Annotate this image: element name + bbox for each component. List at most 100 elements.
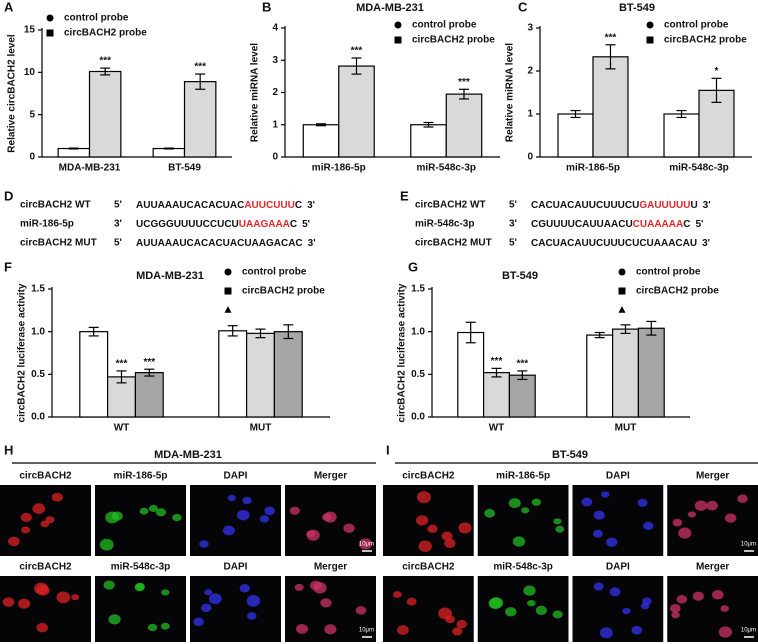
cell bbox=[737, 494, 748, 503]
cell bbox=[687, 511, 697, 518]
image-label: DAPI bbox=[224, 562, 248, 573]
x-tick-label: WT bbox=[114, 423, 130, 434]
bar bbox=[106, 376, 136, 418]
bar bbox=[410, 124, 447, 158]
bar bbox=[152, 147, 186, 158]
image-label: Merger bbox=[314, 471, 347, 482]
cell bbox=[643, 521, 654, 531]
sequence-part: C bbox=[290, 219, 297, 230]
cell bbox=[531, 498, 541, 506]
legend-label: circBACH2 probe bbox=[636, 286, 719, 297]
cell bbox=[445, 615, 455, 624]
cell bbox=[264, 506, 275, 516]
cell bbox=[259, 515, 270, 523]
cell bbox=[246, 612, 257, 620]
bar bbox=[183, 81, 217, 158]
cell bbox=[609, 587, 621, 597]
sequence-part: C bbox=[683, 219, 690, 230]
cell bbox=[161, 589, 170, 596]
y-tick-label: 0.0 bbox=[31, 412, 45, 423]
sequence-start: 5' bbox=[509, 200, 517, 211]
legend-marker bbox=[394, 21, 402, 29]
cell bbox=[222, 525, 235, 536]
micrograph bbox=[572, 485, 664, 556]
panel-label: F bbox=[4, 259, 12, 274]
error-bar bbox=[116, 370, 127, 384]
scale-label: 10μm bbox=[359, 542, 374, 548]
cell bbox=[32, 503, 46, 514]
error-bar bbox=[227, 325, 238, 337]
cell bbox=[427, 524, 438, 534]
cell bbox=[246, 595, 261, 607]
x-tick-label: BT-549 bbox=[168, 163, 201, 174]
sequence-part: CUAAAAA bbox=[633, 219, 684, 230]
y-tick-label: 0.5 bbox=[411, 369, 425, 380]
panel-title: MDA-MB-231 bbox=[154, 449, 222, 461]
sequence-name: circBACH2 MUT bbox=[415, 238, 492, 249]
bar bbox=[445, 93, 483, 158]
cell bbox=[51, 492, 63, 502]
error-bar bbox=[255, 328, 266, 339]
cell bbox=[324, 624, 337, 635]
sequence-part: UCGGGUUUUCCUCU bbox=[136, 219, 239, 230]
image-label: miR-186-5p bbox=[496, 471, 550, 482]
sequence-part: UAAGAAA bbox=[239, 219, 290, 230]
cell bbox=[552, 610, 563, 619]
image-label: circBACH2 bbox=[402, 471, 455, 482]
significance: *** bbox=[491, 356, 503, 367]
cell bbox=[669, 603, 681, 613]
legend-marker bbox=[618, 287, 626, 295]
cell bbox=[355, 606, 367, 615]
error-bar bbox=[594, 331, 605, 339]
sequence-part: CACUACAUUCUUUCUCUAAACAU bbox=[531, 238, 697, 249]
significance: *** bbox=[116, 359, 128, 370]
image-label: circBACH2 bbox=[402, 562, 455, 573]
image-label: Merger bbox=[314, 562, 347, 573]
cell bbox=[204, 589, 213, 596]
legend-label: control probe bbox=[412, 20, 477, 31]
cell bbox=[2, 597, 15, 607]
y-tick-label: 4 bbox=[272, 23, 278, 34]
legend-label: control probe bbox=[636, 267, 701, 278]
panel-label: B bbox=[262, 0, 271, 14]
bar bbox=[508, 374, 536, 418]
cell bbox=[45, 516, 55, 524]
y-tick-label: 5 bbox=[29, 109, 35, 120]
sequence: UCGGGUUUUCCUCUUAAGAAAC 5' bbox=[136, 219, 310, 230]
cell bbox=[706, 500, 718, 511]
x-tick-label: MDA-MB-231 bbox=[59, 163, 121, 174]
cell bbox=[148, 504, 158, 512]
cell bbox=[20, 512, 32, 522]
cell bbox=[458, 522, 472, 534]
y-tick-label: 1.0 bbox=[411, 326, 425, 337]
significance: * bbox=[715, 66, 719, 77]
cell bbox=[242, 496, 252, 505]
panel-label: D bbox=[4, 188, 13, 203]
legend-marker bbox=[224, 287, 232, 295]
sequence-end: 5' bbox=[695, 219, 703, 230]
error-bar bbox=[283, 324, 294, 340]
error-bar bbox=[144, 368, 155, 377]
y-tick-label: 0 bbox=[29, 152, 35, 163]
sequence-start: 3' bbox=[509, 219, 517, 230]
cell bbox=[99, 538, 114, 551]
cell bbox=[456, 619, 467, 629]
scale-label: 10μm bbox=[741, 628, 756, 634]
significance: *** bbox=[194, 62, 206, 73]
y-tick-label: 15 bbox=[24, 25, 36, 36]
image-label: DAPI bbox=[606, 471, 630, 482]
cell bbox=[671, 611, 680, 619]
cell bbox=[521, 507, 530, 514]
bar bbox=[88, 70, 122, 158]
cell bbox=[599, 627, 613, 639]
error-bar bbox=[620, 324, 631, 334]
cell bbox=[21, 526, 31, 534]
error-bar bbox=[423, 121, 434, 128]
sequence-end: 3' bbox=[703, 200, 711, 211]
error-bar bbox=[711, 77, 722, 103]
significance: *** bbox=[351, 46, 363, 57]
micrograph bbox=[572, 576, 664, 642]
sequence-name: circBACH2 MUT bbox=[20, 238, 97, 249]
y-tick-label: 1.5 bbox=[411, 284, 425, 295]
y-tick-label: 1 bbox=[272, 119, 278, 130]
